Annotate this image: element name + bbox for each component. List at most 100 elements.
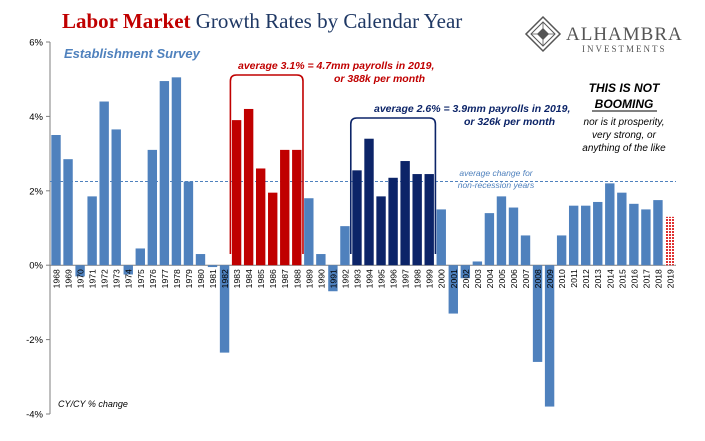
y-tick-label: -4% bbox=[26, 410, 43, 421]
x-tick-label-2014: 2014 bbox=[605, 269, 615, 288]
bar-2018 bbox=[653, 200, 663, 266]
x-tick-label-1999: 1999 bbox=[425, 269, 435, 288]
x-tick-label-1976: 1976 bbox=[148, 269, 158, 288]
bar-1972 bbox=[99, 101, 109, 266]
y-tick-label: 2% bbox=[29, 186, 43, 197]
x-tick-label-2004: 2004 bbox=[485, 269, 495, 288]
x-tick-label-2019: 2019 bbox=[665, 269, 675, 288]
bar-2019 bbox=[665, 216, 675, 266]
bar-1991 bbox=[328, 265, 338, 292]
x-tick-label-1996: 1996 bbox=[389, 269, 399, 288]
y-tick-label: -2% bbox=[26, 335, 43, 346]
bar-1996 bbox=[388, 177, 398, 266]
bar-2010 bbox=[556, 235, 567, 266]
navy-annotation-line1: average 2.6% = 3.9mm payrolls in 2019, bbox=[374, 103, 570, 115]
x-tick-label-1987: 1987 bbox=[280, 269, 290, 288]
x-tick-label-1985: 1985 bbox=[256, 269, 266, 288]
x-tick-label-2003: 2003 bbox=[473, 269, 483, 288]
bar-1998 bbox=[412, 174, 422, 266]
x-tick-label-1970: 1970 bbox=[76, 269, 86, 288]
x-tick-label-1979: 1979 bbox=[184, 269, 194, 288]
bar-1977 bbox=[159, 81, 170, 266]
x-tick-label-1995: 1995 bbox=[377, 269, 387, 288]
y-tick-label: 4% bbox=[29, 112, 43, 123]
x-tick-label-1981: 1981 bbox=[208, 269, 218, 288]
bar-1971 bbox=[87, 196, 97, 266]
x-tick-label-2005: 2005 bbox=[497, 269, 507, 288]
bar-1981 bbox=[207, 265, 218, 268]
nor-line2: very strong, or bbox=[592, 130, 657, 141]
y-tick-label: 0% bbox=[29, 261, 43, 272]
x-tick-label-1972: 1972 bbox=[100, 269, 110, 288]
bar-2017 bbox=[641, 209, 651, 266]
bar-1992 bbox=[340, 226, 350, 266]
x-tick-label-1977: 1977 bbox=[160, 269, 170, 288]
x-tick-label-2007: 2007 bbox=[521, 269, 531, 288]
bar-2014 bbox=[605, 183, 615, 266]
x-tick-label-1983: 1983 bbox=[232, 269, 242, 288]
bar-1969 bbox=[63, 159, 73, 266]
bar-2004 bbox=[484, 213, 495, 266]
logo-name: ALHAMBRA bbox=[566, 24, 683, 45]
bar-2008 bbox=[532, 265, 543, 362]
navy-bracket bbox=[349, 117, 437, 254]
bar-2009 bbox=[544, 265, 555, 407]
footnote: CY/CY % change bbox=[58, 399, 128, 409]
bars bbox=[51, 77, 675, 407]
bar-2007 bbox=[520, 235, 531, 266]
bar-2000 bbox=[436, 209, 446, 266]
x-tick-label-2008: 2008 bbox=[533, 269, 543, 288]
bar-1973 bbox=[111, 129, 121, 266]
x-tick-label-1994: 1994 bbox=[365, 269, 375, 288]
bar-1995 bbox=[376, 196, 386, 266]
nor-line1: nor is it prosperity, bbox=[584, 117, 665, 128]
bar-1994 bbox=[364, 138, 374, 266]
bar-1988 bbox=[292, 149, 302, 266]
x-tick-label-1993: 1993 bbox=[352, 269, 362, 288]
x-tick-label-1998: 1998 bbox=[413, 269, 423, 288]
bar-1982 bbox=[219, 265, 230, 353]
x-tick-label-2000: 2000 bbox=[437, 269, 447, 288]
not-booming-line2: BOOMING bbox=[595, 97, 654, 111]
bar-2012 bbox=[581, 205, 591, 266]
bar-1975 bbox=[135, 248, 145, 266]
avg-label-line1: average change for bbox=[459, 168, 533, 178]
x-tick-label-1968: 1968 bbox=[52, 269, 62, 288]
x-tick-label-1988: 1988 bbox=[292, 269, 302, 288]
bar-1999 bbox=[424, 174, 434, 266]
x-tick-label-2015: 2015 bbox=[617, 269, 627, 288]
x-tick-label-2010: 2010 bbox=[557, 269, 567, 288]
title-part-1: Labor Market bbox=[62, 9, 191, 33]
bar-1985 bbox=[255, 168, 266, 266]
red-annotation-line2: or 388k per month bbox=[334, 73, 425, 85]
red-bracket bbox=[229, 74, 304, 254]
bar-2005 bbox=[496, 196, 507, 266]
bar-2015 bbox=[617, 192, 627, 266]
x-tick-label-1992: 1992 bbox=[340, 269, 350, 288]
logo-diamond-icon bbox=[524, 15, 562, 53]
chart-title: Labor Market Growth Rates by Calendar Ye… bbox=[62, 9, 462, 33]
x-tick-label-1975: 1975 bbox=[136, 269, 146, 288]
x-tick-label-2001: 2001 bbox=[449, 269, 459, 288]
bar-1979 bbox=[183, 181, 194, 266]
x-tick-label-1991: 1991 bbox=[328, 269, 338, 288]
x-tick-label-1997: 1997 bbox=[401, 269, 411, 288]
x-tick-label-1974: 1974 bbox=[124, 269, 134, 288]
x-tick-label-2013: 2013 bbox=[593, 269, 603, 288]
x-tick-label-1980: 1980 bbox=[196, 269, 206, 288]
bar-1993 bbox=[352, 170, 362, 266]
bar-2001 bbox=[448, 265, 458, 314]
bar-1984 bbox=[243, 108, 254, 266]
x-tick-label-2011: 2011 bbox=[569, 269, 579, 288]
bar-1986 bbox=[268, 192, 278, 266]
x-tick-label-2002: 2002 bbox=[461, 269, 471, 288]
avg-label-line2: non-recession years bbox=[458, 180, 535, 190]
bar-2003 bbox=[472, 261, 483, 266]
bar-1990 bbox=[316, 254, 326, 266]
alhambra-logo: ALHAMBRA INVESTMENTS bbox=[524, 15, 683, 54]
bar-1978 bbox=[171, 77, 182, 266]
bar-1983 bbox=[231, 120, 242, 266]
x-tick-label-1978: 1978 bbox=[172, 269, 182, 288]
x-tick-label-2017: 2017 bbox=[641, 269, 651, 288]
bar-1989 bbox=[304, 198, 314, 266]
